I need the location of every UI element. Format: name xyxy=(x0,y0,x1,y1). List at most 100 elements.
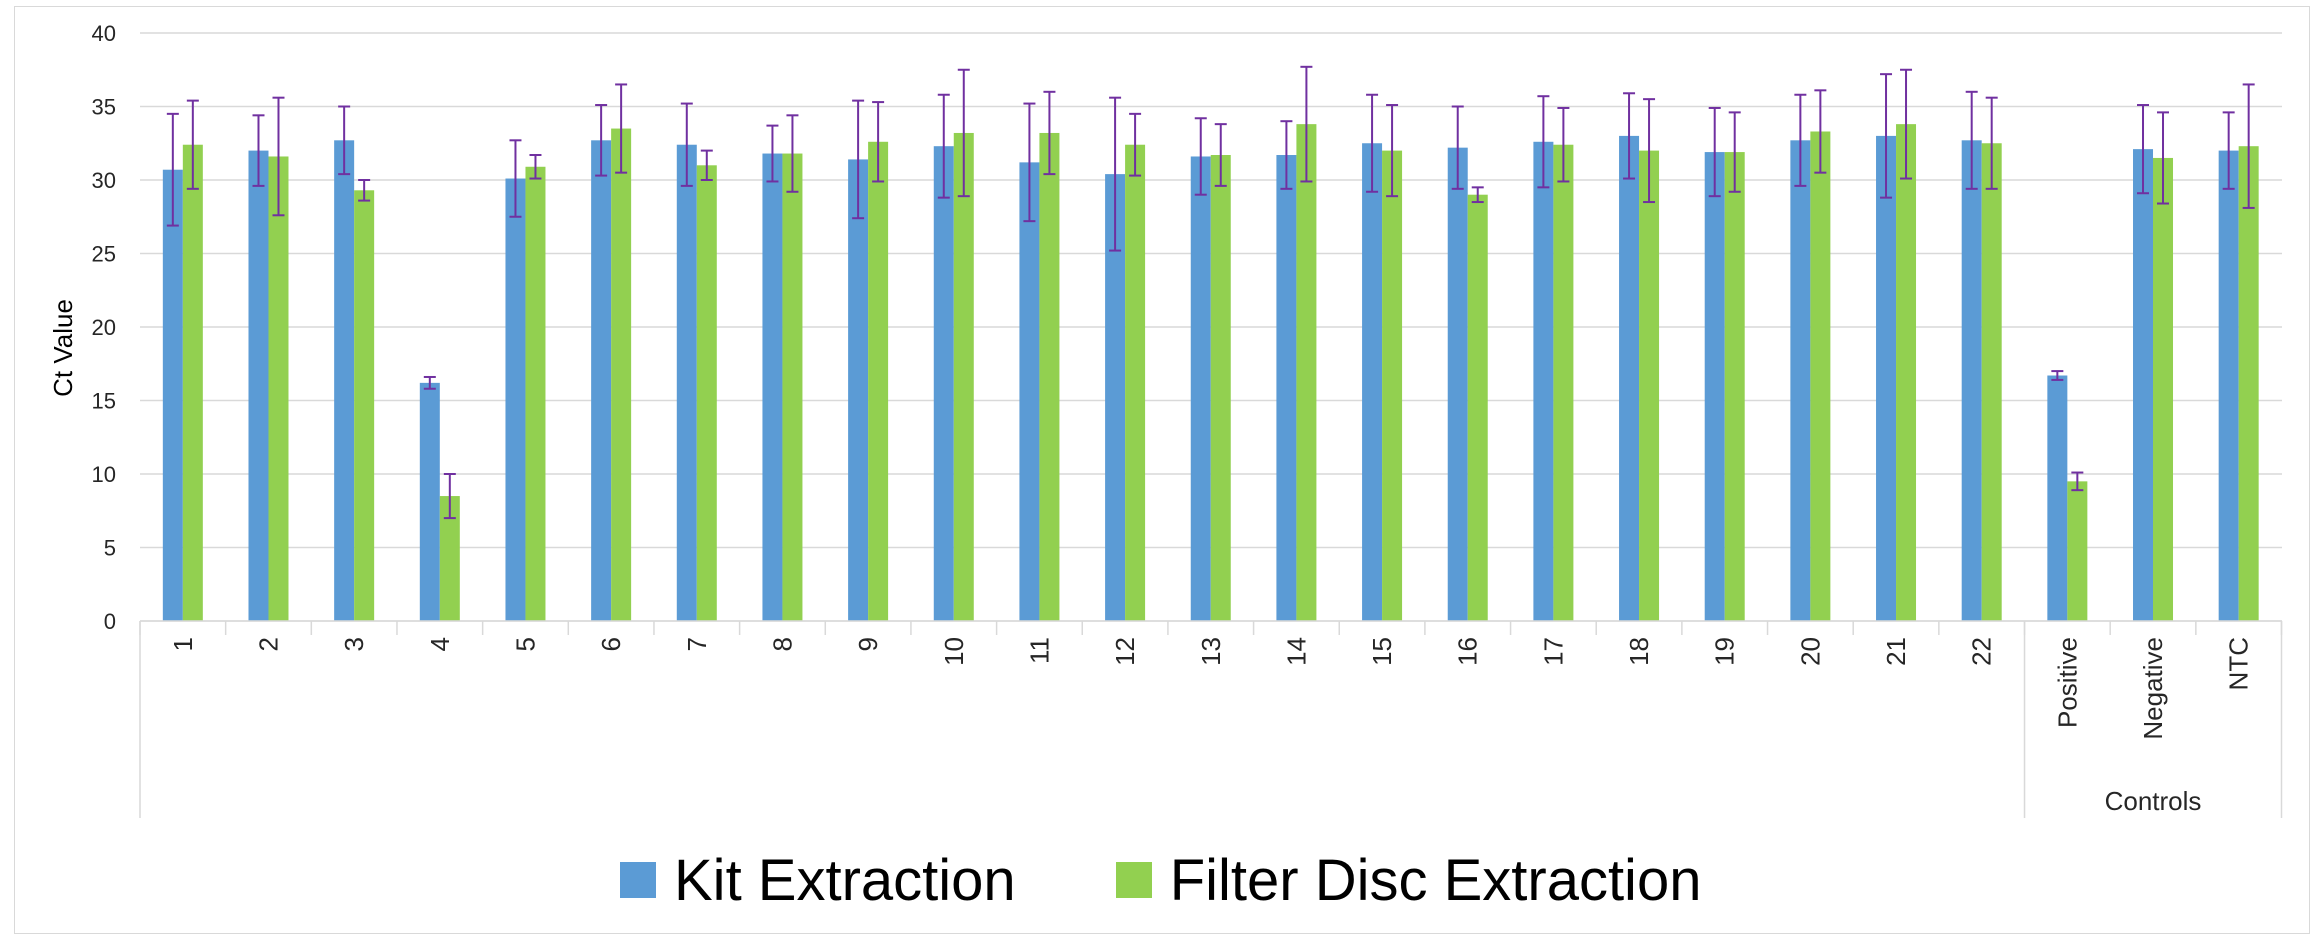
error-bar-filter-20 xyxy=(1814,89,1827,174)
bar-filter-Positive xyxy=(2067,481,2088,621)
bar-kit-3 xyxy=(334,140,355,621)
y-tick-label-5: 5 xyxy=(104,536,116,561)
bar-kit-8 xyxy=(762,153,783,622)
x-tick-label-17: 17 xyxy=(1538,637,1568,666)
error-bar-filter-NTC xyxy=(2242,83,2255,209)
bar-kit-9 xyxy=(848,159,869,622)
bar-series xyxy=(162,124,2259,622)
y-tick-label-25: 25 xyxy=(92,242,116,267)
error-bar-kit-15 xyxy=(1366,93,1379,193)
error-bar-kit-1 xyxy=(166,112,179,227)
chart-frame xyxy=(14,6,2310,934)
bar-filter-17 xyxy=(1553,144,1574,621)
bar-kit-2 xyxy=(248,150,269,621)
x-tick-label-15: 15 xyxy=(1367,637,1397,666)
bar-filter-NTC xyxy=(2238,146,2259,621)
bar-filter-11 xyxy=(1039,132,1060,621)
error-bar-filter-15 xyxy=(1386,104,1399,198)
x-tick-label-16: 16 xyxy=(1453,637,1483,666)
y-tick-label-40: 40 xyxy=(92,21,116,46)
legend-label-filter-disc-extraction: Filter Disc Extraction xyxy=(1169,847,1702,913)
bar-kit-Negative xyxy=(2133,149,2154,621)
legend-label-kit-extraction: Kit Extraction xyxy=(674,847,1016,913)
bar-filter-6 xyxy=(611,128,632,622)
error-bar-kit-20 xyxy=(1794,93,1807,187)
error-bar-kit-6 xyxy=(595,104,608,177)
bar-kit-6 xyxy=(591,140,612,621)
x-tick-label-12: 12 xyxy=(1110,637,1140,666)
bar-kit-18 xyxy=(1619,135,1640,621)
error-bar-filter-4 xyxy=(443,473,456,520)
bar-filter-22 xyxy=(1981,143,2002,621)
x-tick-label-14: 14 xyxy=(1281,637,1311,666)
bar-filter-14 xyxy=(1296,124,1317,621)
bar-kit-19 xyxy=(1704,152,1725,621)
x-tick-label-6: 6 xyxy=(596,637,626,651)
error-bar-filter-2 xyxy=(272,96,285,217)
bar-filter-20 xyxy=(1810,131,1831,622)
bar-filter-3 xyxy=(354,190,375,622)
error-bar-filter-16 xyxy=(1471,186,1484,204)
y-axis-label: Ct Value xyxy=(48,299,78,397)
x-tick-label-3: 3 xyxy=(339,637,369,651)
error-bar-filter-6 xyxy=(615,83,628,174)
error-bar-filter-14 xyxy=(1300,65,1313,183)
error-bar-kit-Negative xyxy=(2137,104,2150,195)
bar-filter-10 xyxy=(953,132,974,621)
error-bar-filter-22 xyxy=(1985,96,1998,190)
error-bar-kit-19 xyxy=(1708,106,1721,198)
x-tick-label-10: 10 xyxy=(939,637,969,666)
error-bar-filter-11 xyxy=(1043,90,1056,176)
x-tick-label-8: 8 xyxy=(767,637,797,651)
x-tick-label-Negative: Negative xyxy=(2138,637,2168,740)
x-tick-label-22: 22 xyxy=(1967,637,1997,666)
bar-kit-7 xyxy=(676,144,697,621)
x-tick-label-2: 2 xyxy=(253,637,283,651)
bar-kit-12 xyxy=(1105,174,1126,621)
y-tick-label-35: 35 xyxy=(92,95,116,120)
bar-filter-12 xyxy=(1125,144,1146,621)
y-tick-label-10: 10 xyxy=(92,462,116,487)
error-bar-filter-9 xyxy=(872,101,885,183)
x-tick-label-1: 1 xyxy=(168,637,198,651)
y-tick-label-30: 30 xyxy=(92,168,116,193)
bar-kit-11 xyxy=(1019,162,1040,622)
error-bars xyxy=(166,65,2255,520)
bar-filter-18 xyxy=(1639,150,1660,621)
bar-filter-8 xyxy=(782,153,803,622)
error-bar-filter-18 xyxy=(1643,98,1656,204)
bar-filter-21 xyxy=(1896,124,1917,621)
bar-kit-15 xyxy=(1362,143,1383,621)
x-tick-label-11: 11 xyxy=(1024,637,1054,664)
bar-kit-14 xyxy=(1276,155,1297,621)
error-bar-kit-13 xyxy=(1194,117,1207,196)
error-bar-filter-3 xyxy=(358,179,371,202)
error-bar-filter-12 xyxy=(1129,112,1142,177)
bar-kit-5 xyxy=(505,178,526,621)
y-tick-label-0: 0 xyxy=(104,609,116,634)
bar-filter-15 xyxy=(1382,150,1403,621)
bar-kit-22 xyxy=(1961,140,1982,621)
bar-kit-20 xyxy=(1790,140,1811,621)
error-bar-kit-14 xyxy=(1280,120,1293,190)
bar-kit-21 xyxy=(1876,135,1897,621)
bar-kit-17 xyxy=(1533,141,1554,621)
error-bar-kit-16 xyxy=(1451,105,1464,190)
error-bar-kit-NTC xyxy=(2222,111,2235,190)
error-bar-filter-21 xyxy=(1900,68,1913,180)
legend-item-kit-extraction: Kit Extraction xyxy=(620,847,1016,914)
error-bar-filter-19 xyxy=(1728,111,1741,193)
x-tick-label-18: 18 xyxy=(1624,637,1654,666)
bar-filter-9 xyxy=(868,141,889,621)
bar-kit-NTC xyxy=(2218,150,2239,621)
bar-filter-1 xyxy=(182,144,203,621)
error-bar-filter-17 xyxy=(1557,106,1570,183)
bar-filter-19 xyxy=(1724,152,1745,621)
bar-filter-4 xyxy=(439,496,460,621)
bar-filter-13 xyxy=(1210,155,1231,621)
x-tick-label-4: 4 xyxy=(425,637,455,651)
x-tick-label-7: 7 xyxy=(682,637,712,651)
error-bar-filter-10 xyxy=(957,68,970,198)
bar-filter-Negative xyxy=(2153,157,2174,621)
error-bar-kit-17 xyxy=(1537,95,1550,189)
